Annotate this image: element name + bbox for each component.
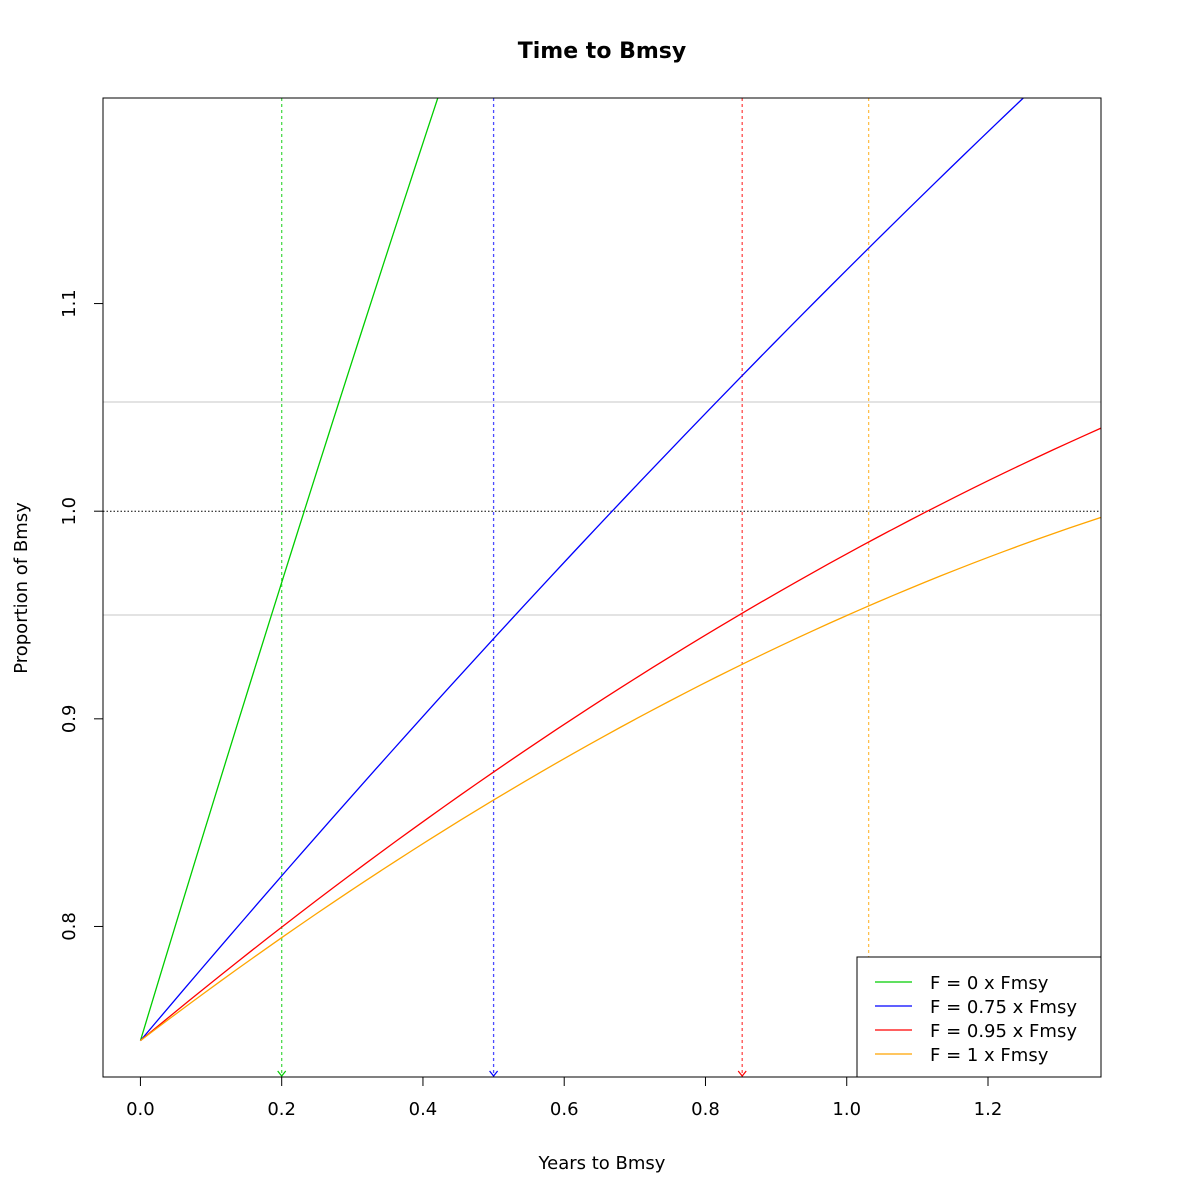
legend-box [856,956,1102,1078]
x-axis: 0.0 0.2 0.4 0.6 0.8 1.0 1.2 [126,1077,1002,1120]
x-tick-label-2: 0.4 [409,1099,438,1120]
vline-arrow-2 [737,1070,747,1077]
reference-lines [103,400,1101,617]
legend-label-3: F = 1 x Fmsy [930,1045,1049,1066]
x-tick-label-5: 1.0 [832,1099,861,1120]
legend-label-2: F = 0.95 x Fmsy [930,1021,1077,1042]
y-axis: 0.8 0.9 1.0 1.1 [59,289,103,941]
legend-label-1: F = 0.75 x Fmsy [930,997,1077,1018]
y-tick-label-0: 0.8 [59,912,80,941]
plot-frame [102,97,1102,1078]
vline-arrow-1 [489,1070,499,1077]
vline-arrow-0 [277,1070,287,1077]
chart-title: Time to Bmsy [518,39,686,64]
legend: F = 0 x Fmsy F = 0.75 x Fmsy F = 0.95 x Fm… [856,956,1102,1078]
y-tick-label-3: 1.1 [59,289,80,318]
series-line-3 [140,516,1101,1042]
x-tick-label-0: 0.0 [126,1099,155,1120]
y-tick-label-1: 0.9 [59,705,80,734]
x-tick-label-6: 1.2 [974,1099,1003,1120]
y-axis-label: Proportion of Bmsy [11,502,32,674]
series-line-0 [139,98,439,1041]
legend-label-0: F = 0 x Fmsy [930,973,1049,994]
series-line-2 [140,427,1101,1042]
x-tick-label-4: 0.8 [691,1099,720,1120]
x-axis-label: Years to Bmsy [538,1153,666,1174]
x-tick-label-1: 0.2 [267,1099,296,1120]
x-tick-label-3: 0.6 [550,1099,579,1120]
series-lines [139,98,1101,1042]
vertical-markers [277,98,874,1077]
y-tick-label-2: 1.0 [59,497,80,526]
series-line-1 [139,98,1024,1042]
